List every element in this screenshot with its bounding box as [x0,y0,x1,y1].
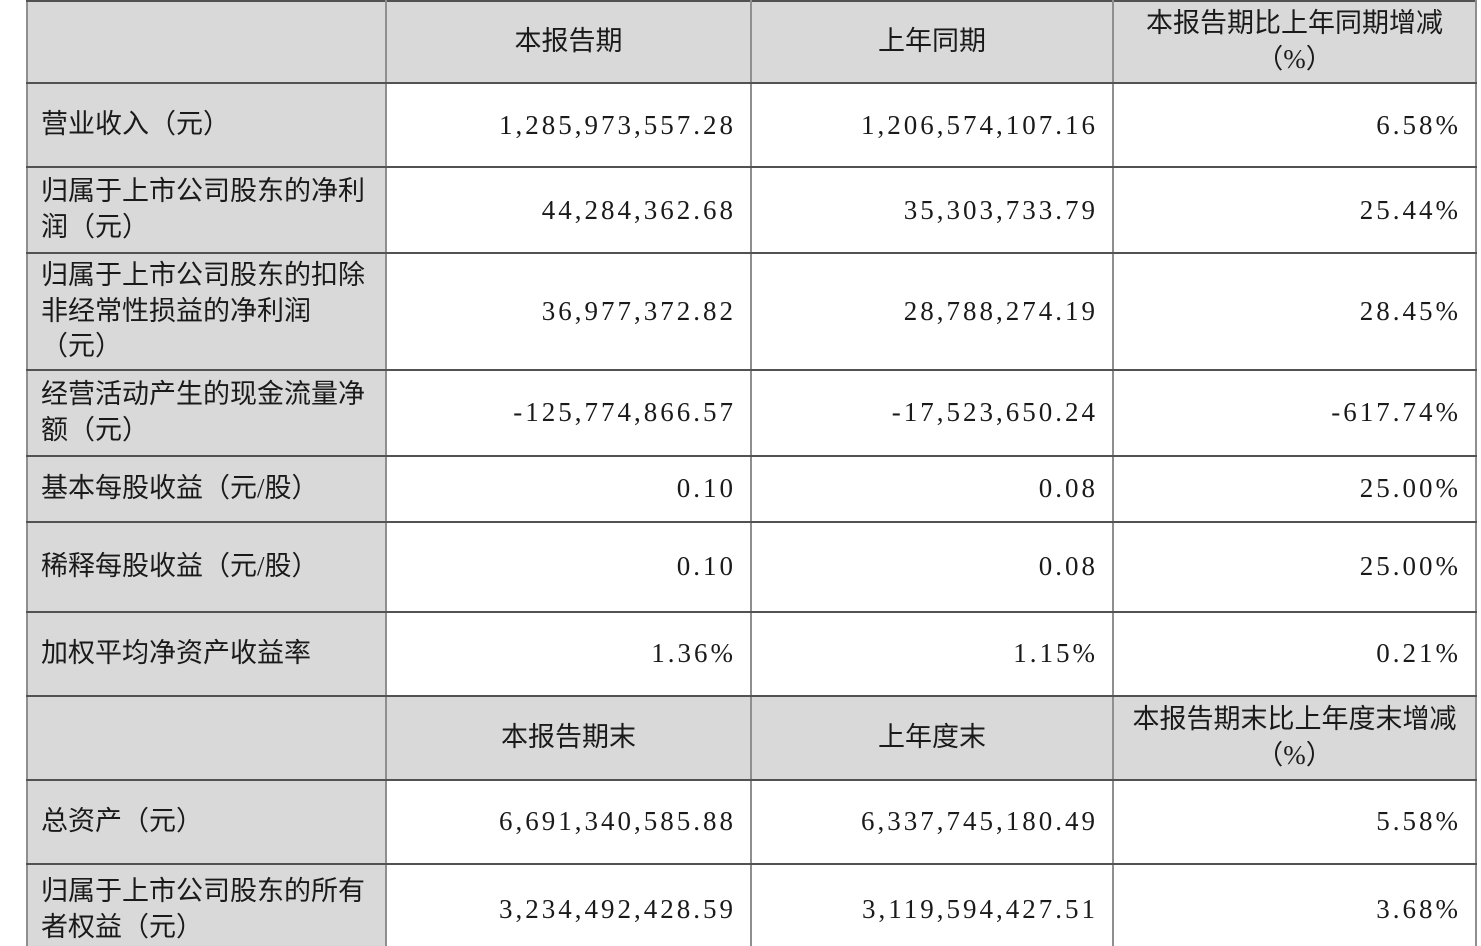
row-label: 基本每股收益（元/股） [26,454,387,523]
value-change: 25.00% [1112,454,1477,523]
value-prior: 35,303,733.79 [750,166,1114,254]
header-current-period: 本报告期 [385,0,752,84]
table-row-basic-eps: 基本每股收益（元/股） 0.10 0.08 25.00% [26,454,1477,523]
row-label: 归属于上市公司股东的所有者权益（元） [26,862,387,946]
value-change: 25.44% [1112,166,1477,254]
value-prior: 1,206,574,107.16 [750,82,1114,168]
value-change: 0.21% [1112,610,1477,697]
header-prior-period: 上年同期 [750,0,1114,84]
value-change: 6.58% [1112,82,1477,168]
row-label: 归属于上市公司股东的扣除非经常性损益的净利润（元） [26,252,387,371]
table-row-total-assets: 总资产（元） 6,691,340,585.88 6,337,745,180.49… [26,778,1477,865]
header-period-end-change-line2: （%） [1256,739,1333,770]
header-prior-year-end: 上年度末 [750,694,1114,781]
header-period-change-line2: （%） [1256,44,1333,74]
value-prior: 0.08 [750,520,1114,613]
value-prior: 28,788,274.19 [750,252,1114,371]
row-label: 总资产（元） [26,778,387,865]
header-current-period-end: 本报告期末 [385,694,752,781]
value-current: 0.10 [385,454,752,523]
row-label: 经营活动产生的现金流量净额（元） [26,368,387,457]
value-change: 5.58% [1112,778,1477,865]
table-header-row-period: 本报告期 上年同期 本报告期比上年同期增减 （%） [26,0,1477,84]
header-period-end-change-line1: 本报告期末比上年度末增减 [1132,704,1457,735]
value-current: 1.36% [385,610,752,697]
financial-summary-table: 本报告期 上年同期 本报告期比上年同期增减 （%） 营业收入（元） 1,285,… [26,0,1477,946]
header-period-change: 本报告期比上年同期增减 （%） [1112,0,1477,84]
header-period-change-line1: 本报告期比上年同期增减 [1146,8,1443,39]
row-label: 归属于上市公司股东的净利润（元） [26,166,387,254]
table-row-operating-revenue: 营业收入（元） 1,285,973,557.28 1,206,574,107.1… [26,82,1477,168]
row-label: 营业收入（元） [26,82,387,168]
table-row-shareholders-equity: 归属于上市公司股东的所有者权益（元） 3,234,492,428.59 3,11… [26,862,1477,946]
header-blank-cell [26,694,387,781]
table-header-row-period-end: 本报告期末 上年度末 本报告期末比上年度末增减 （%） [26,694,1477,781]
value-prior: 1.15% [750,610,1114,697]
value-change: 28.45% [1112,252,1477,371]
value-change: 3.68% [1112,862,1477,946]
value-current: 36,977,372.82 [385,252,752,371]
value-current: 3,234,492,428.59 [385,862,752,946]
value-current: 44,284,362.68 [385,166,752,254]
value-prior: 6,337,745,180.49 [750,778,1114,865]
header-blank-cell [26,0,387,84]
value-current: 0.10 [385,520,752,613]
table-row-diluted-eps: 稀释每股收益（元/股） 0.10 0.08 25.00% [26,520,1477,613]
value-change: 25.00% [1112,520,1477,613]
value-prior: 0.08 [750,454,1114,523]
table-row-operating-cash-flow: 经营活动产生的现金流量净额（元） -125,774,866.57 -17,523… [26,368,1477,457]
header-period-end-change: 本报告期末比上年度末增减 （%） [1112,694,1477,781]
value-current: -125,774,866.57 [385,368,752,457]
value-change: -617.74% [1112,368,1477,457]
value-prior: -17,523,650.24 [750,368,1114,457]
table-row-weighted-avg-roe: 加权平均净资产收益率 1.36% 1.15% 0.21% [26,610,1477,697]
row-label: 加权平均净资产收益率 [26,610,387,697]
value-current: 1,285,973,557.28 [385,82,752,168]
table-row-net-profit-excl-nonrecurring: 归属于上市公司股东的扣除非经常性损益的净利润（元） 36,977,372.82 … [26,252,1477,371]
table-row-net-profit: 归属于上市公司股东的净利润（元） 44,284,362.68 35,303,73… [26,166,1477,254]
value-current: 6,691,340,585.88 [385,778,752,865]
value-prior: 3,119,594,427.51 [750,862,1114,946]
row-label: 稀释每股收益（元/股） [26,520,387,613]
